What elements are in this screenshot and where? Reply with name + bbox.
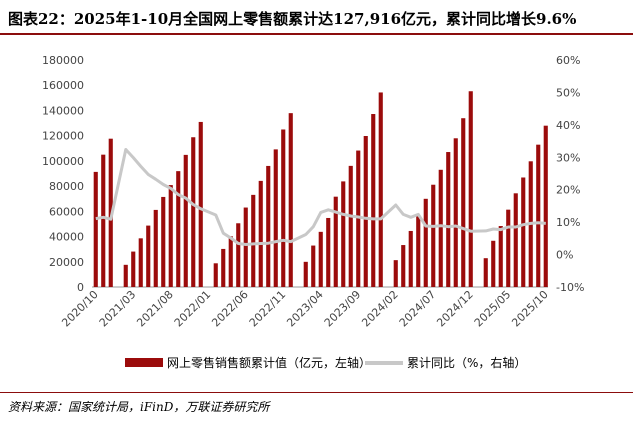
- bar: [393, 260, 398, 287]
- bar: [356, 150, 361, 287]
- bar: [146, 225, 151, 287]
- chart-title: 图表22：2025年1-10月全国网上零售额累计达127,916亿元，累计同比增…: [8, 10, 577, 28]
- bar: [461, 118, 466, 287]
- bar: [408, 230, 413, 287]
- bar: [371, 114, 376, 287]
- bar: [416, 216, 421, 287]
- bar: [93, 171, 98, 287]
- x-tick-label: 2020/10: [59, 288, 101, 330]
- y-left-tick-label: 180000: [42, 54, 84, 67]
- title-bar: 图表22：2025年1-10月全国网上零售额累计达127,916亿元，累计同比增…: [0, 0, 633, 35]
- legend-item-yoy: 累计同比（%，右轴）: [365, 354, 526, 371]
- bar: [318, 231, 323, 287]
- source-divider: [0, 392, 633, 393]
- legend-swatch-line: [365, 360, 403, 365]
- bar: [423, 198, 428, 287]
- bar: [303, 261, 308, 287]
- y-left-tick-label: 120000: [42, 130, 84, 143]
- legend-label-yoy: 累计同比（%，右轴）: [407, 356, 527, 370]
- bar: [483, 258, 488, 287]
- y-left-tick-label: 140000: [42, 104, 84, 117]
- bar: [341, 181, 346, 287]
- x-tick-label: 2023/09: [322, 288, 364, 330]
- y-right-tick-label: 50%: [556, 86, 580, 99]
- bar: [363, 136, 368, 287]
- bar: [521, 177, 526, 287]
- bar: [228, 236, 233, 287]
- y-left-tick-label: 40000: [49, 231, 84, 244]
- legend-item-sales: 网上零售销售额累计值（亿元，左轴）: [125, 354, 371, 371]
- bar: [513, 193, 518, 287]
- bar: [468, 91, 473, 288]
- source-note: 资料来源：国家统计局，iFinD，万联证券研究所: [8, 400, 270, 414]
- x-tick-label: 2022/11: [247, 288, 289, 330]
- bar: [213, 263, 218, 287]
- x-tick-label: 2024/12: [434, 288, 476, 330]
- legend-label-sales: 网上零售销售额累计值（亿元，左轴）: [167, 356, 372, 370]
- y-right-tick-label: -10%: [556, 281, 584, 294]
- bar: [288, 113, 293, 288]
- bar: [131, 251, 136, 287]
- x-tick-label: 2024/02: [359, 288, 401, 330]
- bar: [536, 144, 541, 287]
- x-tick-label: 2021/03: [97, 288, 139, 330]
- yoy-line: [95, 148, 546, 246]
- bar: [491, 240, 496, 287]
- y-left-tick-label: 160000: [42, 79, 84, 92]
- bar: [198, 121, 203, 287]
- chart-area: 0 20000 40000 60000 80000 100000 120000 140000 1…: [42, 54, 584, 330]
- x-tick-label: 2022/06: [209, 288, 251, 330]
- bar: [101, 154, 106, 287]
- y-right-tick-label: 60%: [556, 54, 580, 67]
- y-right-tick-label: 30%: [556, 151, 580, 164]
- bar: [506, 209, 511, 287]
- y-right-tick-label: 0%: [556, 249, 573, 262]
- bar: [243, 207, 248, 287]
- x-tick-label: 2021/08: [134, 288, 176, 330]
- chart-legend: 网上零售销售额累计值（亿元，左轴） 累计同比（%，右轴）: [0, 351, 633, 373]
- y-left-tick-label: 20000: [49, 256, 84, 269]
- bar: [273, 149, 278, 287]
- y-left-tick-label: 0: [77, 281, 84, 294]
- y-left-tick-label: 60000: [49, 205, 84, 218]
- x-tick-label: 2022/01: [172, 288, 214, 330]
- bar: [153, 209, 158, 287]
- bar: [378, 92, 383, 287]
- bar: [258, 180, 263, 287]
- bar: [138, 238, 143, 287]
- bar: [221, 248, 226, 287]
- bar: [446, 152, 451, 287]
- bar: [498, 226, 503, 287]
- bar: [333, 196, 338, 287]
- bar: [326, 217, 331, 287]
- bar: [161, 196, 166, 287]
- x-tick-label: 2025/05: [472, 288, 514, 330]
- bar: [183, 154, 188, 287]
- title-divider: [0, 33, 633, 35]
- bar: [281, 129, 286, 287]
- bar: [543, 125, 548, 287]
- y-left-tick-label: 100000: [42, 155, 84, 168]
- legend-swatch-bar: [125, 358, 163, 367]
- y-right-tick-label: 40%: [556, 119, 580, 132]
- y-right-tick-label: 10%: [556, 216, 580, 229]
- x-tick-label: 2023/04: [284, 288, 326, 330]
- bar: [251, 194, 256, 287]
- x-tick-label: 2025/10: [509, 288, 551, 330]
- y-left-tick-label: 80000: [49, 180, 84, 193]
- bar: [311, 245, 316, 287]
- bar: [438, 169, 443, 287]
- y-right-tick-label: 20%: [556, 184, 580, 197]
- bar: [236, 223, 241, 287]
- bar: [176, 171, 181, 287]
- bar: [266, 165, 271, 287]
- x-tick-label: 2024/07: [397, 288, 439, 330]
- bar: [123, 264, 128, 287]
- bar: [401, 245, 406, 287]
- bar: [191, 137, 196, 287]
- bar: [453, 138, 458, 287]
- bar: [348, 165, 353, 287]
- bar: [431, 184, 436, 287]
- bar: [168, 185, 173, 287]
